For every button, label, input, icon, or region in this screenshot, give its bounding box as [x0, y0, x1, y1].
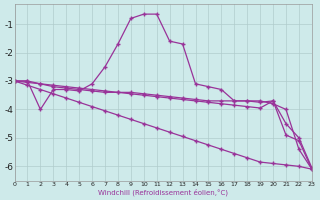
X-axis label: Windchill (Refroidissement éolien,°C): Windchill (Refroidissement éolien,°C) — [98, 188, 228, 196]
